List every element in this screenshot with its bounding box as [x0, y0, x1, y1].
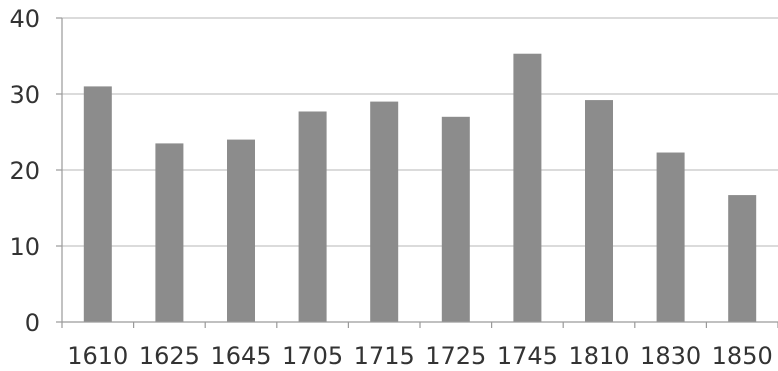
y-axis-tick-labels: 0 10 20 30 40: [9, 5, 40, 337]
x-tick-label: 1705: [282, 342, 343, 370]
y-tick-label: 30: [9, 81, 40, 109]
bar-1725: [441, 116, 470, 322]
x-tick-label: 1610: [67, 342, 128, 370]
bar-1715: [370, 101, 399, 322]
x-tick-label: 1645: [210, 342, 271, 370]
x-axis-tick-labels: 1610 1625 1645 1705 1715 1725 1745 1810 1830 1850: [67, 342, 772, 370]
y-tick-label: 20: [9, 157, 40, 185]
bars: [83, 53, 757, 323]
bar-1625: [155, 143, 184, 322]
y-tick-label: 0: [25, 309, 40, 337]
x-tick-label: 1725: [425, 342, 486, 370]
y-tick-label: 40: [9, 5, 40, 33]
x-tick-label: 1810: [568, 342, 629, 370]
x-tick-label: 1715: [354, 342, 415, 370]
bar-1830: [656, 152, 685, 322]
bar-1810: [585, 100, 613, 322]
x-tick-label: 1850: [712, 342, 773, 370]
bar-1705: [298, 111, 327, 322]
x-tick-label: 1625: [139, 342, 200, 370]
x-tick-label: 1830: [640, 342, 701, 370]
axes: [56, 17, 778, 328]
bar-1745: [513, 53, 542, 322]
bar-1850: [728, 195, 757, 322]
y-tick-label: 10: [9, 233, 40, 261]
x-tick-label: 1745: [497, 342, 558, 370]
bar-1645: [227, 139, 255, 322]
bar-1610: [83, 86, 112, 323]
